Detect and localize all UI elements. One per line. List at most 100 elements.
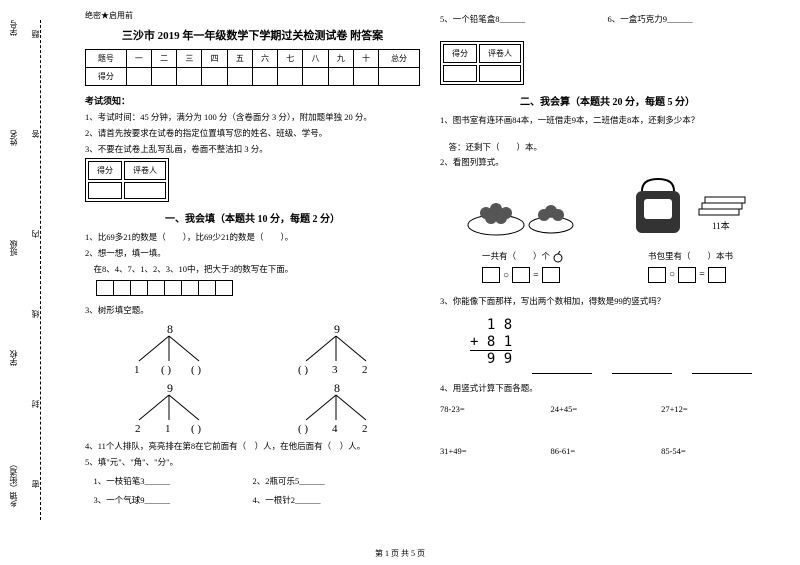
svg-text:( ): ( ) — [298, 364, 308, 376]
fruit-plate-icon — [461, 183, 581, 243]
dash-text: 封 — [30, 400, 41, 408]
dash-text: 线 — [30, 310, 41, 318]
margin-label: 乡镇（街道） — [8, 460, 19, 508]
th: 二 — [152, 50, 177, 68]
question: 2、想一想，填一填。 — [85, 247, 420, 260]
sub-q: 3、一个气球9______ — [85, 494, 253, 507]
notice-line: 3、不要在试卷上乱写乱画，卷面不整洁扣 3 分。 — [85, 143, 420, 156]
sub-q: 6、一盒巧克力9______ — [608, 13, 776, 26]
score-header-row: 题号 一 二 三 四 五 六 七 八 九 十 总分 — [86, 50, 420, 68]
td: 评卷人 — [124, 161, 166, 180]
question-sub: 在8、4、7、1、2、3、10中，把大于3的数写在下面。 — [85, 263, 420, 276]
tree-diagram: 8 1 ( ) ( ) — [119, 321, 219, 376]
page-footer: 第 1 页 共 5 页 — [0, 548, 800, 559]
question: 4、用竖式计算下面各题。 — [440, 382, 775, 395]
dash-line — [40, 20, 41, 520]
svg-text:( ): ( ) — [161, 364, 171, 376]
td: 得分 — [86, 68, 127, 86]
svg-text:3: 3 — [332, 364, 338, 376]
binding-margin: 学号 姓名 班级 学校 乡镇（街道） 题 答 内 线 封 密 — [0, 0, 60, 565]
exam-title: 三沙市 2019 年一年级数学下学期过关检测试卷 附答案 — [85, 27, 420, 43]
sub-q: 4、一根针2______ — [253, 494, 421, 507]
section-1-title: 一、我会填（本题共 10 分，每题 2 分） — [85, 210, 420, 225]
marker-box: 得分评卷人 — [440, 41, 524, 85]
th: 三 — [177, 50, 202, 68]
fruit-label: 一共有（ ）个 — [482, 250, 564, 263]
calc-item: 27+12= — [661, 404, 772, 414]
td: 得分 — [443, 44, 477, 63]
vertical-calc: 1 8 + 8 1 9 9 — [470, 317, 512, 368]
question: 2、看图列算式。 — [440, 156, 775, 169]
left-column: 绝密★启用前 三沙市 2019 年一年级数学下学期过关检测试卷 附答案 题号 一… — [75, 10, 430, 555]
th: 五 — [227, 50, 252, 68]
margin-label: 班级 — [8, 240, 19, 256]
svg-text:8: 8 — [334, 381, 340, 395]
right-column: 5、一个铅笔盒8______ 6、一盒巧克力9______ 得分评卷人 二、我会… — [430, 10, 785, 555]
notice-heading: 考试须知： — [85, 94, 420, 107]
blank-line — [692, 364, 752, 374]
tree-diagram: 8 ( ) 4 2 — [286, 380, 386, 435]
svg-text:9: 9 — [334, 322, 340, 336]
th: 六 — [252, 50, 277, 68]
score-table: 题号 一 二 三 四 五 六 七 八 九 十 总分 得分 — [85, 49, 420, 86]
margin-label: 学校 — [8, 350, 19, 366]
th: 总分 — [379, 50, 420, 68]
blank-line — [532, 364, 592, 374]
svg-text:9: 9 — [167, 381, 173, 395]
sub-q: 2、2瓶可乐5______ — [253, 475, 421, 488]
picture-row: 11本 — [440, 173, 775, 243]
bag-label: 书包里有（ ）本书 — [648, 250, 733, 263]
margin-label: 姓名 — [8, 130, 19, 146]
svg-text:1: 1 — [165, 423, 171, 435]
secret-label: 绝密★启用前 — [85, 10, 420, 21]
calc-item: 31+49= — [440, 446, 551, 456]
calc-item: 78-23= — [440, 404, 551, 414]
sub-q: 5、一个铅笔盒8______ — [440, 13, 608, 26]
answer-grid — [97, 280, 420, 296]
svg-text:( ): ( ) — [298, 423, 308, 435]
dash-text: 内 — [30, 230, 41, 238]
svg-text:4: 4 — [332, 423, 338, 435]
svg-text:1: 1 — [134, 364, 140, 376]
th: 九 — [328, 50, 353, 68]
margin-label: 学号 — [8, 20, 19, 36]
bag-books-icon: 11本 — [624, 173, 754, 243]
th: 四 — [202, 50, 227, 68]
question: 4、11个人排队，亮亮排在第8在它前面有（ ）人，在他后面有（ ）人。 — [85, 440, 420, 453]
blank-line — [612, 364, 672, 374]
equation-boxes: ○= — [482, 267, 564, 283]
notice-line: 2、请首先按要求在试卷的指定位置填写您的姓名、班级、学号。 — [85, 127, 420, 140]
calc-item: 24+45= — [551, 404, 662, 414]
tree-diagram: 9 2 1 ( ) — [119, 380, 219, 435]
th: 一 — [126, 50, 151, 68]
question: 1、图书室有连环画84本，一班借走9本，二班借走8本，还剩多少本？ — [440, 114, 775, 127]
score-value-row: 得分 — [86, 68, 420, 86]
svg-text:( ): ( ) — [191, 364, 201, 376]
dash-text: 答 — [30, 130, 41, 138]
question: 5、填"元"、"角"、"分"。 — [85, 456, 420, 469]
td: 得分 — [88, 161, 122, 180]
apple-icon — [552, 251, 564, 263]
question: 3、你能像下面那样，写出两个数相加，得数是99的竖式吗？ — [440, 295, 775, 308]
tree-diagram: 9 ( ) 3 2 — [286, 321, 386, 376]
th: 题号 — [86, 50, 127, 68]
question: 3、树形填空题。 — [85, 304, 420, 317]
calc-grid: 78-23= 24+45= 27+12= — [440, 398, 775, 420]
equation-boxes: ○= — [648, 267, 733, 283]
svg-text:( ): ( ) — [191, 423, 201, 435]
th: 八 — [303, 50, 328, 68]
td: 评卷人 — [479, 44, 521, 63]
svg-text:2: 2 — [135, 423, 141, 435]
calc-item: 85-54= — [661, 446, 772, 456]
th: 七 — [278, 50, 303, 68]
calc-grid: 31+49= 86-61= 85-54= — [440, 440, 775, 462]
calc-item: 86-61= — [551, 446, 662, 456]
svg-text:8: 8 — [167, 322, 173, 336]
svg-text:2: 2 — [362, 423, 368, 435]
section-2-title: 二、我会算（本题共 20 分，每题 5 分） — [440, 93, 775, 108]
th: 十 — [353, 50, 378, 68]
dash-text: 题 — [30, 30, 41, 38]
svg-text:2: 2 — [362, 364, 368, 376]
sub-q: 1、一枝铅笔3______ — [85, 475, 253, 488]
marker-box: 得分评卷人 — [85, 158, 169, 202]
